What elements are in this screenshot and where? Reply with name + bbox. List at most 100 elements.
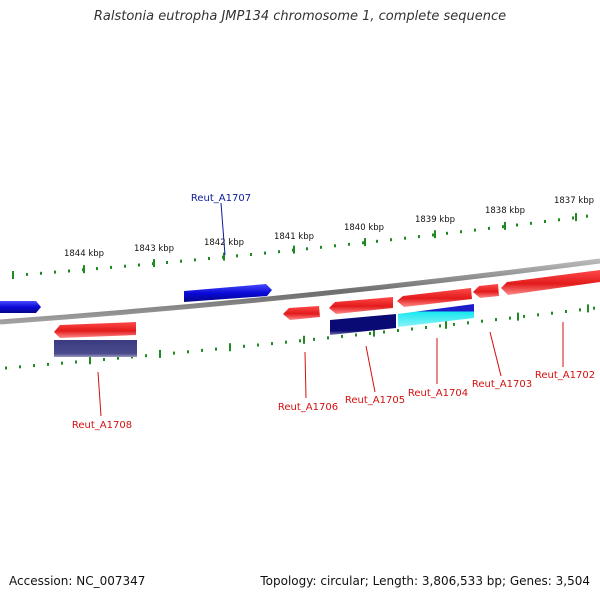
tick-dot [173,351,175,355]
tick-dot [250,253,252,256]
tick-dot [313,337,315,341]
tick-dot [348,242,350,246]
tick-dot [586,214,588,218]
tick-dot [257,343,259,347]
tick-major [89,356,91,365]
gene-arrow[interactable] [0,301,41,313]
gene-label-reut-a1706[interactable]: Reut_A1706 [278,402,338,413]
tick-label: 1844 kbp [64,249,104,259]
tick-major [504,221,506,230]
gene-arrow-reut-a1702[interactable] [501,270,600,295]
tick-label: 1843 kbp [134,244,174,254]
tick-dot [26,272,28,276]
map-title: Ralstonia eutropha JMP134 chromosome 1, … [93,9,507,24]
tick-dot [593,306,595,310]
gene-arrow-reut-a1704[interactable] [397,288,472,307]
tick-dot [306,247,308,251]
accession-text: Accession: NC_007347 [9,574,146,588]
tick-dot [33,364,35,368]
gene-label-reut-a1702[interactable]: Reut_A1702 [535,370,595,381]
tick-dot [201,348,203,352]
gene-label-reut-a1705[interactable]: Reut_A1705 [345,395,405,406]
tick-dot [236,254,238,258]
leader-line [489,331,502,377]
gene-label-reut-a1704[interactable]: Reut_A1704 [408,388,468,399]
tick-label: 1841 kbp [274,232,314,242]
tick-dot [544,220,546,223]
gene-arrow-reut-a1703[interactable] [473,284,499,298]
tick-dot [341,334,343,338]
tick-dot [124,264,126,268]
gene-label-reut-a1708[interactable]: Reut_A1708 [72,420,132,431]
chromosome-backbone [0,258,600,325]
tick-dot [404,236,406,240]
tick-dot [488,226,490,230]
tick-dot [432,233,434,237]
tick-dot [495,318,497,322]
tick-dot [187,350,189,354]
tick-dot [446,231,448,235]
tick-major [153,259,155,268]
tick-dot [215,347,217,351]
reverse-strand-genes [54,304,474,357]
tick-dot [138,263,140,267]
tick-dot [180,259,182,263]
tick-dot [467,321,469,325]
tick-dot [439,324,441,328]
tick-dot [362,241,364,245]
tick-dot [418,235,420,239]
tick-dot [166,261,168,264]
tick-dot [19,365,21,369]
tick-dot [572,216,574,220]
leader-lines [97,202,564,417]
tick-dot [264,251,266,255]
tick-dot [355,333,357,337]
tick-dot [208,257,210,260]
tick-dot [96,267,98,271]
tick-labels: 1844 kbp 1843 kbp 1842 kbp 1841 kbp 1840… [64,196,594,259]
tick-major [434,230,436,239]
outer-tick-row [12,213,588,279]
gene-block-navy[interactable] [330,314,396,335]
leader-line [220,202,226,256]
gene-arrow-reut-a1708[interactable] [54,322,136,338]
tick-dot [194,258,196,262]
tick-major [293,245,295,254]
tick-dot [285,340,287,344]
gene-arrow-reut-a1706[interactable] [283,306,320,320]
tick-dot [516,223,518,227]
tick-label: 1840 kbp [344,223,384,233]
tick-dot [110,265,112,269]
tick-label: 1839 kbp [415,215,455,225]
tick-major [364,238,366,247]
tick-dot [5,366,7,370]
tick-dot [327,336,329,340]
tick-dot [334,244,336,248]
tick-dot [145,354,147,358]
tick-dot [397,329,399,332]
tick-dot [75,360,77,364]
leader-line [365,345,376,393]
gene-arrow-reut-a1705[interactable] [329,297,393,314]
tick-major [12,271,14,279]
gene-label-reut-a1703[interactable]: Reut_A1703 [472,379,532,390]
tick-dot [411,327,413,331]
inner-tick-row [5,304,595,370]
tick-dot [117,356,119,360]
tick-dot [376,239,378,243]
gene-label-reut-a1707[interactable]: Reut_A1707 [191,193,251,204]
tick-dot [530,221,532,225]
gene-arrow-reut-a1707[interactable] [184,284,272,302]
forward-strand-genes [0,270,600,320]
topology-summary: Topology: circular; Length: 3,806,533 bp… [260,574,590,588]
tick-major [223,252,225,261]
tick-dot [558,218,560,222]
gene-block-cyan[interactable] [398,304,474,327]
gene-block-slate[interactable] [54,340,137,357]
tick-major [159,349,161,358]
tick-dot [565,310,567,313]
tick-dot [47,362,49,366]
tick-dot [453,322,455,326]
tick-major [587,304,589,313]
